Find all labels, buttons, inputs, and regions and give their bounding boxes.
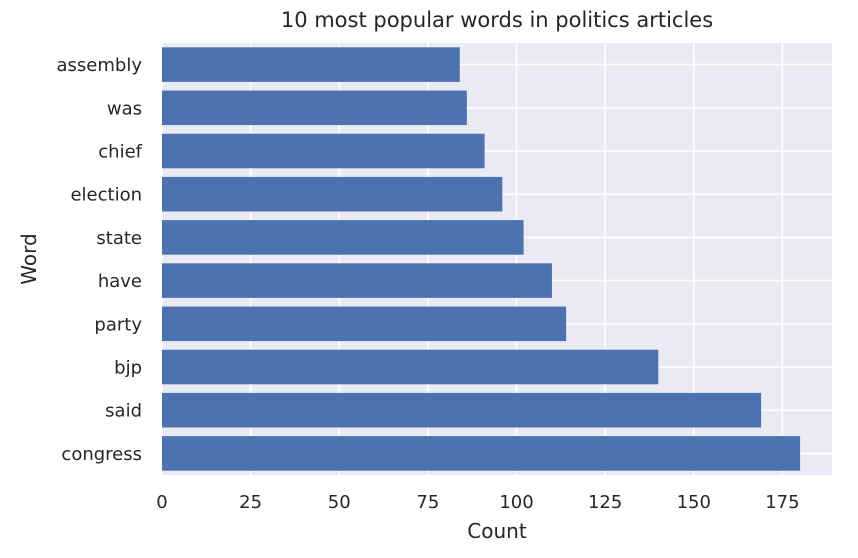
bar-state	[162, 220, 524, 255]
x-tick-label: 50	[328, 492, 351, 513]
x-tick-label: 125	[588, 492, 622, 513]
x-tick-label: 25	[239, 492, 262, 513]
y-tick-label-bjp: bjp	[114, 358, 142, 379]
y-tick-label-chief: chief	[98, 142, 142, 163]
x-tick-label: 0	[156, 492, 167, 513]
x-axis-label: Count	[467, 519, 527, 543]
y-tick-label-have: have	[98, 271, 142, 292]
y-axis-label: Word	[17, 233, 41, 284]
y-tick-label-congress: congress	[61, 444, 142, 465]
y-tick-label-was: was	[107, 98, 142, 119]
y-tick-label-state: state	[96, 228, 142, 249]
x-tick-label: 150	[677, 492, 711, 513]
bar-party	[162, 306, 567, 342]
bar-bjp	[162, 349, 659, 385]
bar-chief	[162, 133, 485, 169]
bar-said	[162, 392, 762, 428]
bar-election	[162, 176, 503, 212]
y-tick-label-said: said	[105, 401, 142, 422]
bar-have	[162, 263, 552, 298]
x-tick-labels: 0 25 50 75 100 125 150 175	[156, 492, 799, 513]
bar-assembly	[162, 47, 460, 82]
bar-congress	[162, 436, 801, 471]
y-tick-labels: congress said bjp party have state election chi…	[57, 55, 143, 465]
chart-title: 10 most popular words in politics articl…	[281, 8, 713, 32]
bars	[162, 47, 801, 471]
x-tick-label: 100	[499, 492, 533, 513]
y-tick-label-party: party	[94, 314, 142, 335]
x-tick-label: 175	[765, 492, 799, 513]
y-tick-label-assembly: assembly	[57, 55, 143, 76]
bar-was	[162, 90, 467, 126]
y-tick-label-election: election	[70, 185, 142, 206]
x-tick-label: 75	[416, 492, 439, 513]
